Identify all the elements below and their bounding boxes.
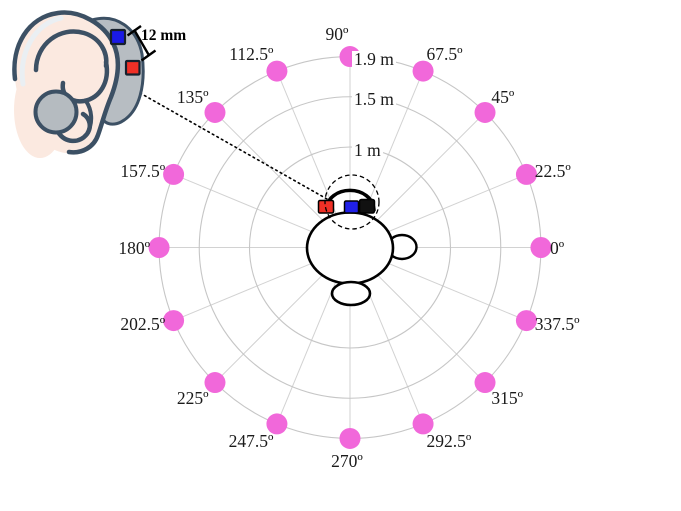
speaker-dots <box>148 46 552 449</box>
red-mic-square <box>317 199 335 214</box>
speaker-dot-180º <box>148 237 170 258</box>
speaker-dot-337.5º <box>515 310 537 332</box>
ear-inset <box>12 10 157 158</box>
blue-mic-square <box>343 200 360 214</box>
speaker-dot-90º <box>339 46 361 68</box>
head-outline <box>305 211 395 285</box>
speaker-dot-270º <box>339 427 361 449</box>
right-ear-icon <box>330 280 372 307</box>
inset-red-mic-square <box>124 59 141 76</box>
concha-receiver-circle <box>33 89 79 135</box>
speaker-dot-67.5º <box>412 60 434 82</box>
zoom-connector-dotted-line <box>139 92 328 200</box>
antihelix-curve <box>33 29 109 73</box>
ear-outline <box>12 10 120 155</box>
head-top-view <box>305 174 418 307</box>
grid-ring-1.5 m <box>198 96 502 399</box>
speaker-dot-112.5º <box>266 60 288 82</box>
antitragus-curve <box>55 111 93 144</box>
speaker-dot-225º <box>204 372 226 394</box>
speaker-dot-247.5º <box>266 413 288 435</box>
speaker-dot-292.5º <box>412 413 434 435</box>
grid-ring-1 m <box>248 146 452 349</box>
ear-highlight <box>19 15 64 87</box>
distance-caliper <box>126 25 157 62</box>
speaker-dot-135º <box>204 101 226 123</box>
speaker-dot-22.5º <box>515 163 537 185</box>
speaker-dot-202.5º <box>163 310 185 332</box>
black-mic-square <box>358 198 376 214</box>
inset-blue-mic-square <box>109 28 127 46</box>
speaker-dot-157.5º <box>163 163 185 185</box>
speaker-dot-315º <box>474 372 496 394</box>
speaker-dot-0º <box>530 237 552 258</box>
hearing-aid-highlight-circle <box>324 174 380 230</box>
speaker-dot-45º <box>474 101 496 123</box>
